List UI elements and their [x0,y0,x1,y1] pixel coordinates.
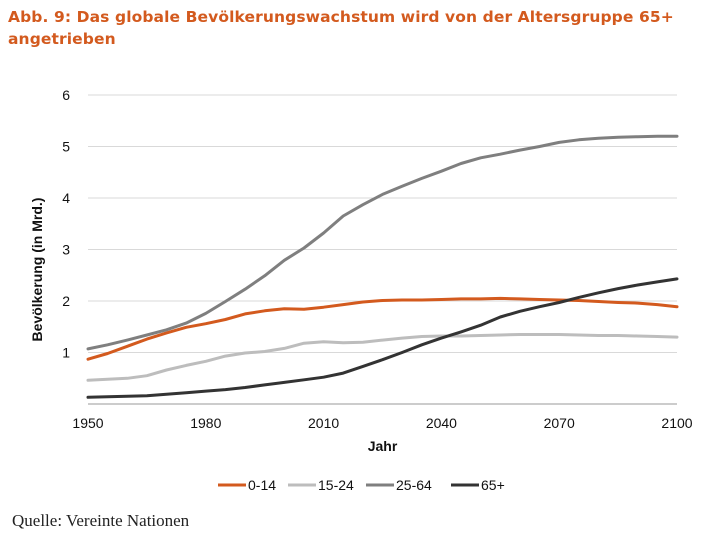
x-tick-label: 1950 [72,415,103,431]
legend-label-25-64: 25-64 [396,477,432,493]
y-axis-label: Bevölkerung (in Mrd.) [29,198,45,342]
x-tick-label: 2010 [308,415,339,431]
chart-title: Abb. 9: Das globale Bevölkerungswachstum… [8,8,674,48]
gridlines [88,94,677,353]
series-line-25-64 [86,134,679,351]
x-tick-label: 1980 [190,415,221,431]
legend-label-65+: 65+ [481,477,505,493]
y-tick-label: 6 [62,87,70,103]
y-tick-label: 3 [62,242,70,258]
series-line-15-24 [86,333,679,382]
y-tick-label: 5 [62,139,70,155]
legend: 0-14 15-24 25-64 65+ [218,477,505,493]
series-lines [86,134,679,399]
y-tick-label: 4 [62,190,70,206]
x-tick-label: 2040 [426,415,457,431]
legend-label-15-24: 15-24 [318,477,354,493]
source-note: Quelle: Vereinte Nationen [12,511,190,530]
x-tick-label: 2070 [544,415,575,431]
x-axis-label: Jahr [368,438,398,454]
y-axis-ticks: 1 2 3 4 5 6 [62,87,70,361]
series-line-0-14 [86,296,679,361]
x-tick-label: 2100 [661,415,692,431]
x-axis-ticks: 1950 1980 2010 2040 2070 2100 [72,415,692,431]
series-line-65+ [86,277,679,399]
y-tick-label: 1 [62,345,70,361]
legend-label-0-14: 0-14 [248,477,276,493]
y-tick-label: 2 [62,293,70,309]
